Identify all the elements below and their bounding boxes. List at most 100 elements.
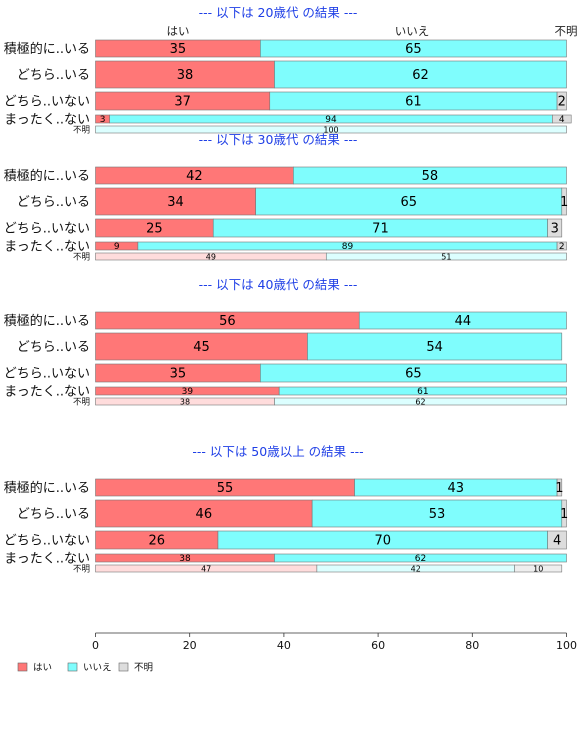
bar-segment-1 — [260, 363, 567, 383]
data-label: 39 — [182, 387, 194, 397]
row-label: 積極的に..いる — [4, 480, 90, 496]
data-label: 9 — [114, 242, 120, 252]
bar-segment-2 — [561, 187, 567, 216]
panel: --- 以下は 50歳以上 の結果 ---積極的に..いる 55 43 1どちら..い… — [4, 444, 569, 575]
bar-row: 積極的に..いる 42 58 — [4, 166, 567, 185]
bar-segment-2 — [514, 564, 563, 573]
bar-segment-1 — [278, 386, 567, 396]
bar-row: 不明 47 42 10 — [73, 564, 563, 575]
row-label: 不明 — [73, 126, 90, 136]
data-label: 45 — [193, 340, 210, 355]
data-label: 65 — [405, 367, 422, 382]
data-label: 43 — [448, 481, 465, 496]
row-label: 不明 — [73, 565, 90, 575]
data-label: 35 — [170, 367, 187, 382]
bar-row: どちら..いない 25 71 3 — [4, 218, 563, 238]
bar-row: どちら..いない 37 61 2 — [4, 91, 567, 111]
data-label: 38 — [179, 554, 191, 564]
data-label: 70 — [375, 534, 392, 549]
bar-row: どちら..いる 34 65 1 — [17, 187, 568, 216]
row-label: どちら..いる — [17, 507, 90, 522]
data-label: 51 — [441, 252, 451, 261]
data-label: 100 — [323, 125, 338, 134]
legend-swatch — [17, 662, 28, 672]
row-label: どちら..いない — [4, 95, 90, 110]
legend-label: はい — [33, 663, 52, 674]
legend-item: はい — [17, 662, 52, 674]
data-label: 61 — [417, 387, 428, 397]
bar-segment-1 — [274, 397, 567, 406]
data-label: 38 — [180, 397, 190, 406]
legend-swatch — [118, 662, 129, 672]
row-label: どちら..いる — [17, 195, 90, 210]
data-label: 42 — [186, 169, 203, 184]
bar-segment-1 — [325, 252, 567, 261]
bar-segment-2 — [556, 91, 567, 111]
data-label: 61 — [405, 95, 422, 110]
bar-segment-0 — [95, 187, 256, 216]
data-label: 55 — [217, 481, 234, 496]
data-label: 62 — [415, 554, 426, 564]
panel-title: --- 以下は 30歳代 の結果 --- — [199, 132, 358, 147]
column-header-label: はい — [167, 24, 190, 38]
x-tick-label: 80 — [465, 639, 479, 652]
bar-row: どちら..いる 38 62 — [17, 60, 567, 89]
bar-row: 不明 100 — [73, 125, 567, 136]
legend-swatch — [67, 662, 78, 672]
data-label: 1 — [555, 481, 563, 496]
row-label: どちら..いる — [17, 68, 90, 83]
x-axis: 0 20 40 60 80 100 — [92, 632, 577, 652]
legend-item: いいえ — [67, 662, 112, 674]
legend-label: 不明 — [134, 663, 153, 674]
bar-row: どちら..いない 26 70 4 — [4, 530, 567, 550]
panel: --- 以下は 20歳代 の結果 --- 積極的に..いる 35 65 どちら..いる 3… — [4, 5, 572, 136]
chart-panels: はい いいえ 不明--- 以下は 20歳代 の結果 ---積極的に..いる 35 65ど… — [4, 5, 578, 575]
data-label: 89 — [342, 242, 354, 252]
row-label: 積極的に..いる — [4, 313, 90, 329]
data-label: 47 — [201, 564, 211, 573]
bar-row: 不明 49 51 — [73, 252, 567, 263]
data-label: 49 — [206, 252, 216, 261]
data-label: 4 — [559, 115, 565, 125]
data-label: 35 — [170, 42, 187, 57]
data-label: 2 — [558, 95, 566, 110]
column-header-label: 不明 — [555, 24, 578, 38]
data-label: 3 — [551, 222, 559, 237]
panel: --- 以下は 40歳代 の結果 --- 積極的に..いる 56 44 どちら..いる 4… — [4, 277, 567, 408]
row-label: どちら..いない — [4, 367, 90, 382]
bar-row: どちら..いない 35 65 — [4, 363, 567, 383]
panel-title: --- 以下は 20歳代 の結果 --- — [199, 5, 358, 20]
data-label: 46 — [196, 507, 213, 522]
bar-row: まったく..ない 9 89 2 — [4, 240, 567, 255]
bar-row: 不明 38 62 — [73, 397, 567, 408]
bar-segment-1 — [274, 553, 567, 563]
row-label: 不明 — [73, 253, 90, 263]
data-label: 56 — [219, 314, 236, 329]
row-label: まったく..ない — [4, 552, 90, 567]
legend-item: 不明 — [118, 662, 153, 674]
data-label: 53 — [429, 507, 446, 522]
bar-row: 積極的に..いる 35 65 — [4, 39, 567, 58]
bar-row: まったく..ない 39 61 — [4, 385, 567, 400]
bar-row: まったく..ない 38 62 — [4, 552, 567, 567]
data-label: 62 — [412, 68, 429, 83]
bar-row: 積極的に..いる 55 43 1 — [4, 478, 564, 497]
bar-segment-2 — [547, 218, 563, 238]
bar-segment-2 — [552, 114, 572, 124]
column-header-label: いいえ — [395, 24, 430, 38]
bar-segment-1 — [260, 39, 567, 58]
x-tick-label: 0 — [92, 639, 99, 652]
bar-row: 積極的に..いる 56 44 — [4, 311, 567, 330]
bar-row: どちら..いる 46 53 1 — [17, 499, 568, 528]
row-label: 積極的に..いる — [4, 168, 90, 184]
row-label: 不明 — [73, 398, 90, 408]
panel-title: --- 以下は 40歳代 の結果 --- — [199, 277, 358, 292]
bar-segment-1 — [358, 311, 567, 330]
data-label: 44 — [455, 314, 472, 329]
row-label: 積極的に..いる — [4, 41, 90, 57]
data-label: 42 — [411, 564, 421, 573]
bar-segment-2 — [556, 478, 563, 497]
bar-segment-1 — [274, 60, 567, 89]
bar-segment-1 — [255, 187, 563, 216]
data-label: 25 — [146, 222, 163, 237]
